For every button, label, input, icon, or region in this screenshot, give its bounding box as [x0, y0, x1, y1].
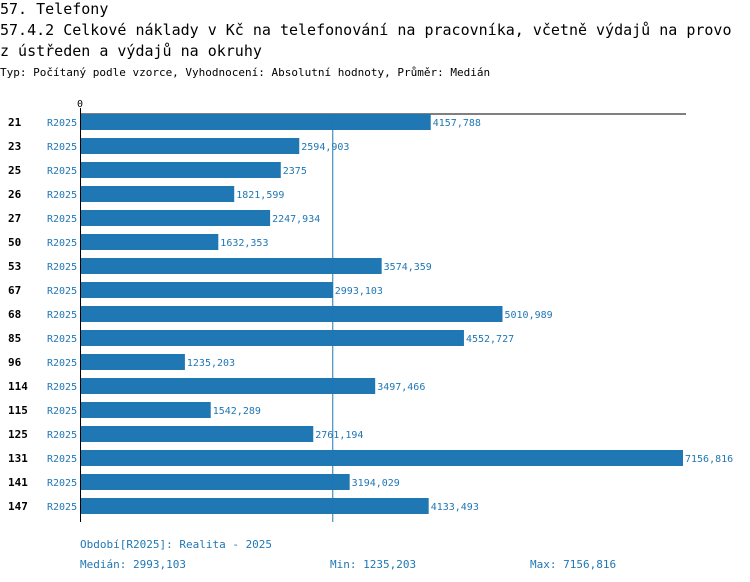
value-label: 3574,359: [384, 262, 432, 273]
bar: [81, 354, 185, 370]
series-label: R2025: [47, 430, 77, 441]
footer-min: Min: 1235,203: [330, 558, 417, 571]
category-label: 85: [8, 332, 21, 345]
value-label: 4133,493: [431, 502, 479, 513]
category-label: 67: [8, 284, 21, 297]
bar: [81, 162, 281, 178]
category-label: 147: [8, 500, 28, 513]
chart-title-line-1: 57.4.2 Celkové náklady v Kč na telefonov…: [0, 21, 732, 39]
value-label: 2375: [283, 166, 307, 177]
bar: [81, 450, 683, 466]
bar: [81, 186, 235, 202]
series-label: R2025: [47, 334, 77, 345]
value-label: 2594,903: [301, 142, 349, 153]
footer-median: Medián: 2993,103: [80, 558, 186, 571]
chart-title-line-2: z ústředen a výdajů na okruhy: [0, 42, 262, 60]
category-label: 115: [8, 404, 28, 417]
value-label: 4552,727: [466, 334, 514, 345]
bar: [81, 306, 503, 322]
section-title: 57. Telefony: [0, 0, 109, 18]
bar: [81, 258, 382, 274]
category-label: 23: [8, 140, 21, 153]
series-label: R2025: [47, 310, 77, 321]
value-label: 2761,194: [315, 430, 363, 441]
category-label: 26: [8, 188, 22, 201]
bar: [81, 114, 431, 130]
bar: [81, 330, 464, 346]
series-label: R2025: [47, 214, 77, 225]
series-label: R2025: [47, 286, 77, 297]
value-label: 4157,788: [433, 118, 481, 129]
series-label: R2025: [47, 142, 77, 153]
x-axis-zero-label: 0: [77, 99, 83, 110]
bar: [81, 138, 300, 154]
series-label: R2025: [47, 262, 77, 273]
bar: [81, 426, 314, 442]
footer-period: Období[R2025]: Realita - 2025: [80, 538, 273, 551]
footer-max: Max: 7156,816: [530, 558, 617, 571]
category-label: 96: [8, 356, 22, 369]
category-label: 27: [8, 212, 21, 225]
category-label: 141: [8, 476, 28, 489]
category-label: 50: [8, 236, 21, 249]
value-label: 7156,816: [685, 454, 733, 465]
category-label: 25: [8, 164, 21, 177]
value-label: 1821,599: [236, 190, 284, 201]
value-label: 2993,103: [335, 286, 383, 297]
value-label: 1632,353: [220, 238, 268, 249]
category-label: 131: [8, 452, 28, 465]
series-label: R2025: [47, 358, 77, 369]
category-label: 114: [8, 380, 28, 393]
value-label: 3194,029: [352, 478, 400, 489]
series-label: R2025: [47, 190, 77, 201]
value-label: 1542,289: [213, 406, 261, 417]
series-label: R2025: [47, 118, 77, 129]
category-label: 125: [8, 428, 28, 441]
series-label: R2025: [47, 382, 77, 393]
bar: [81, 402, 211, 418]
chart-subtitle: Typ: Počítaný podle vzorce, Vyhodnocení:…: [0, 66, 491, 79]
series-label: R2025: [47, 478, 77, 489]
value-label: 1235,203: [187, 358, 235, 369]
series-label: R2025: [47, 406, 77, 417]
value-label: 3497,466: [377, 382, 425, 393]
bar: [81, 282, 333, 298]
series-label: R2025: [47, 502, 77, 513]
bar: [81, 234, 219, 250]
bar: [81, 210, 271, 226]
bar: [81, 474, 350, 490]
category-label: 21: [8, 116, 22, 129]
value-label: 2247,934: [272, 214, 320, 225]
series-label: R2025: [47, 454, 77, 465]
bar: [81, 498, 429, 514]
category-label: 53: [8, 260, 21, 273]
category-label: 68: [8, 308, 21, 321]
bar: [81, 378, 376, 394]
value-label: 5010,989: [505, 310, 553, 321]
series-label: R2025: [47, 166, 77, 177]
series-label: R2025: [47, 238, 77, 249]
